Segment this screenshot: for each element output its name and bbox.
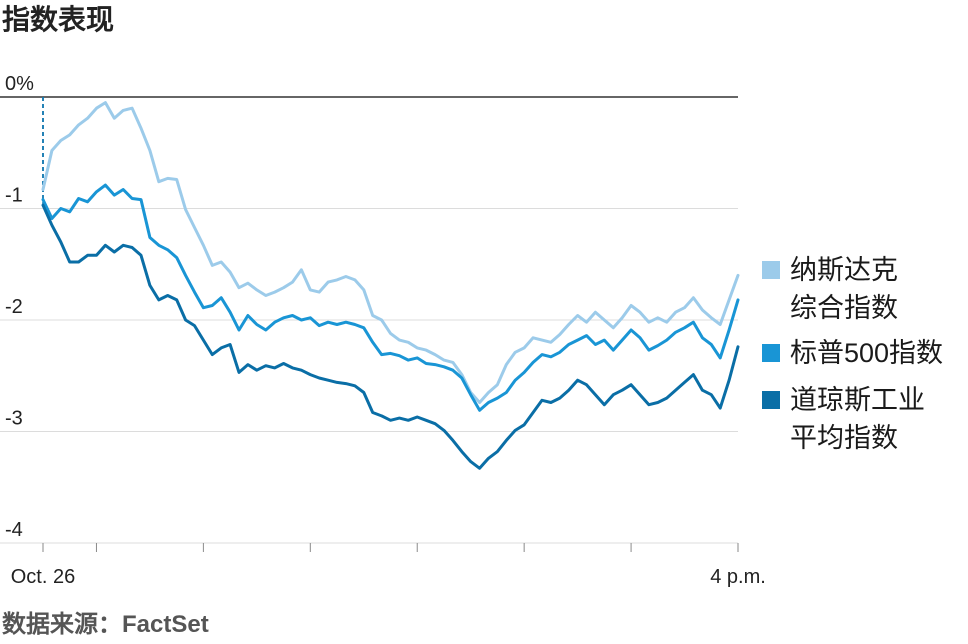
y-tick-label-3: -3 <box>5 408 23 430</box>
x-tick-label-0: Oct. 26 <box>11 566 75 588</box>
y-tick-label-2: -2 <box>5 296 23 318</box>
y-tick-label-0: 0% <box>5 73 34 95</box>
y-tick-label-4: -4 <box>5 519 23 541</box>
legend-swatch-sp500 <box>762 344 780 362</box>
nasdaq-line <box>41 101 740 404</box>
x-tick-label-1: 4 p.m. <box>710 566 766 588</box>
source-note: 数据来源：FactSet <box>2 611 209 638</box>
x-axis: Oct. 26 4 p.m. <box>11 543 766 588</box>
legend-label-dow: 道琼斯工业平均指数 <box>790 385 925 453</box>
sp500-line <box>41 183 740 412</box>
gridlines <box>0 96 738 544</box>
y-tick-label-1: -1 <box>5 185 23 207</box>
dow-line <box>41 203 740 470</box>
y-axis-labels: 0% -1 -2 -3 -4 <box>5 73 34 541</box>
chart-title: 指数表现 <box>2 4 115 35</box>
series-lines <box>41 97 740 470</box>
legend-swatch-dow <box>762 391 780 409</box>
legend-label-sp500: 标普500指数 <box>790 338 944 368</box>
legend-swatch-nasdaq <box>762 261 780 279</box>
legend-label-nasdaq: 纳斯达克综合指数 <box>790 255 898 323</box>
